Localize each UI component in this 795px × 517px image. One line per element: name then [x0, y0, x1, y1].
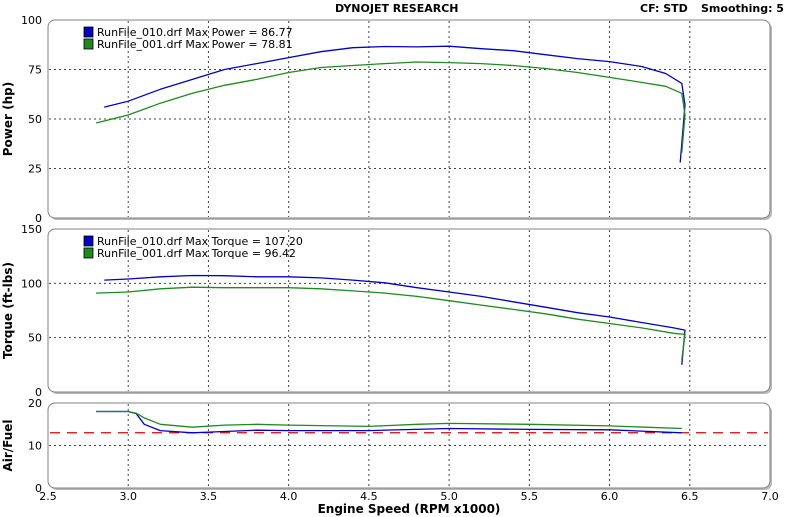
series-line-run-001 — [96, 410, 682, 430]
x-tick-label: 2.5 — [39, 490, 57, 503]
y-tick-label: 150 — [21, 223, 42, 236]
x-tick-label: 6.0 — [601, 490, 619, 503]
y-tick-label: 100 — [21, 14, 42, 27]
legend-swatch — [83, 26, 94, 38]
legend-label: RunFile_010.drf Max Torque = 107.20 — [97, 235, 303, 248]
x-tick-label: 4.5 — [360, 490, 378, 503]
legend-swatch — [83, 235, 94, 247]
legend-label: RunFile_001.drf Max Power = 78.81 — [97, 38, 293, 51]
panel-frame — [47, 228, 771, 393]
correction-factor-label: CF: STD — [640, 2, 688, 15]
x-tick-label: 5.5 — [521, 490, 539, 503]
series-line-run-010 — [96, 410, 682, 434]
y-tick-label: 50 — [28, 332, 42, 345]
y-axis-label: Power (hp) — [1, 82, 15, 156]
smoothing-label: Smoothing: 5 — [701, 2, 784, 15]
legend-swatch — [83, 247, 94, 259]
y-tick-label: 0 — [35, 482, 42, 495]
series-line-run-010 — [104, 45, 686, 163]
y-axis-label: Torque (ft-lbs) — [1, 262, 15, 359]
x-axis-label: Engine Speed (RPM x1000) — [318, 502, 501, 516]
y-tick-label: 100 — [21, 277, 42, 290]
legend-label: RunFile_001.drf Max Torque = 96.42 — [97, 247, 296, 260]
power-panel: 0 25 50 75 100 Power (hp) RunFile_010.drf Max … — [1, 14, 772, 225]
y-tick-label: 20 — [28, 397, 42, 410]
y-axis-label: Air/Fuel — [1, 419, 15, 471]
afr-panel: 0 10 20 Air/Fuel 2.5 3.0 3.5 4.0 4.5 5.0 5.5 6.0 6.5… — [1, 397, 779, 516]
x-tick-label: 3.5 — [200, 490, 218, 503]
series-line-run-001 — [95, 61, 686, 153]
y-tick-label: 25 — [28, 163, 42, 176]
chart-title: DYNOJET RESEARCH — [335, 2, 459, 15]
y-tick-label: 0 — [35, 386, 42, 399]
series-line-run-010 — [104, 274, 686, 365]
x-tick-label: 4.0 — [280, 490, 298, 503]
x-tick-label: 5.0 — [440, 490, 458, 503]
x-tick-label: 6.5 — [681, 490, 699, 503]
series-line-run-001 — [96, 286, 686, 360]
legend-swatch — [83, 38, 94, 50]
y-tick-label: 50 — [28, 113, 42, 126]
y-tick-label: 10 — [28, 440, 42, 453]
y-tick-label: 0 — [35, 212, 42, 225]
torque-panel: 0 50 100 150 Torque (ft-lbs) RunFile_010.drf … — [1, 223, 772, 399]
x-tick-label: 3.0 — [119, 490, 137, 503]
x-tick-label: 7.0 — [761, 490, 779, 503]
y-tick-label: 75 — [28, 64, 42, 77]
legend-label: RunFile_010.drf Max Power = 86.77 — [97, 26, 293, 39]
